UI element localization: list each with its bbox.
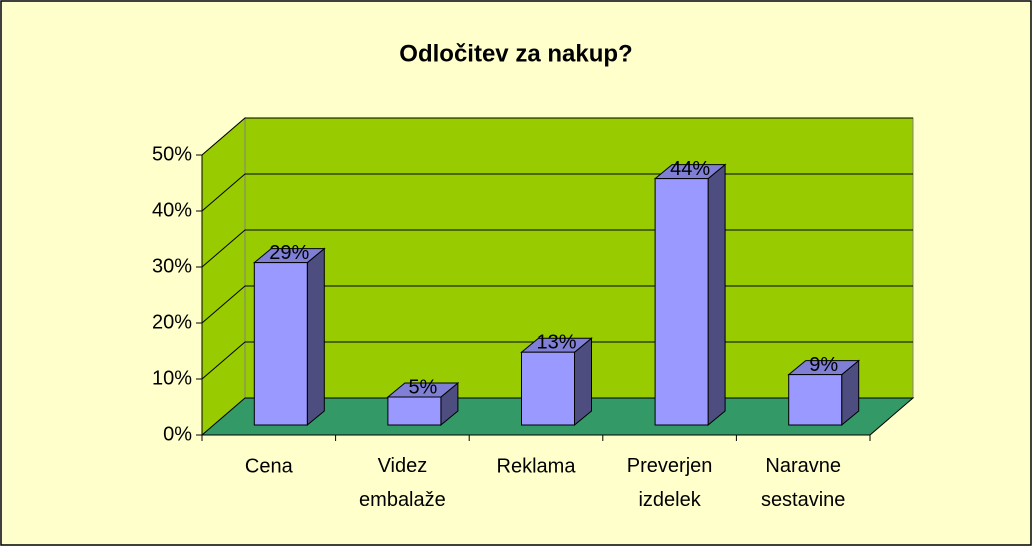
bar-front (387, 396, 442, 426)
y-tick-label: 40% (152, 199, 192, 221)
bar-front (788, 374, 843, 426)
y-tick-label: 30% (152, 255, 192, 277)
bar (386, 381, 460, 427)
bar-side (574, 337, 592, 427)
x-tick-label: Preverjen izdelek (627, 455, 713, 511)
data-label: 44% (670, 158, 710, 180)
chart-title: Odločitev za nakup? (399, 40, 632, 67)
bar (653, 163, 727, 427)
y-tick-label: 0% (163, 423, 192, 445)
y-tick-label: 10% (152, 367, 192, 389)
data-label: 9% (809, 354, 838, 376)
bar (787, 359, 861, 427)
bar-side (707, 163, 726, 427)
x-tick-label: Reklama (497, 455, 577, 477)
data-label: 5% (408, 376, 437, 398)
bar-front (253, 262, 308, 426)
side-wall (201, 116, 246, 437)
bar (252, 247, 326, 427)
x-tick-label: Naravne sestavine (761, 455, 846, 511)
bar (520, 337, 593, 427)
bar-front (521, 351, 575, 426)
bar-front (654, 178, 709, 426)
data-label: 13% (536, 331, 576, 353)
x-tick-label: Cena (245, 455, 294, 477)
y-tick-label: 20% (152, 311, 192, 333)
data-label: 29% (269, 242, 309, 264)
x-tick-label: Videz embalaže (359, 455, 446, 511)
bar-side (306, 247, 325, 427)
grid-line (201, 117, 913, 156)
y-tick-label: 50% (152, 143, 192, 165)
